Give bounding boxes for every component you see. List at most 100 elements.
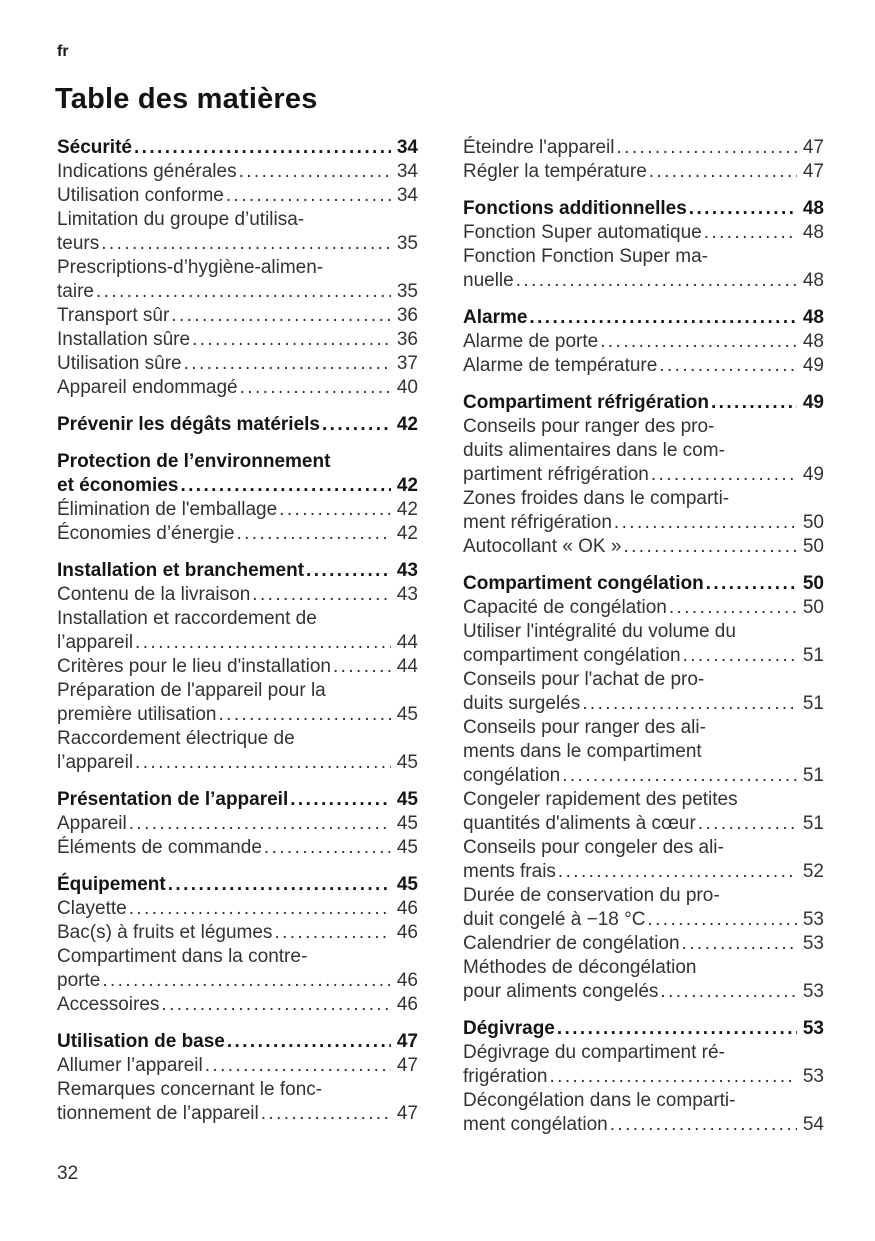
toc-entry-line: congélation.............................… bbox=[463, 764, 824, 788]
toc-entry-line: taire...................................… bbox=[57, 280, 418, 304]
toc-entry: Présentation de l’appareil..............… bbox=[57, 788, 418, 812]
toc-entry: Contenu de la livraison.................… bbox=[57, 583, 418, 607]
toc-entry-line: Autocollant « OK »......................… bbox=[463, 535, 824, 559]
toc-leader-dots: ........................................… bbox=[263, 837, 391, 858]
toc-entry-line: Dégivrage du compartiment ré- bbox=[463, 1042, 725, 1063]
toc-entry-label: Équipement bbox=[57, 874, 166, 895]
toc-leader-dots: ........................................… bbox=[183, 353, 391, 374]
toc-leader-dots: ........................................… bbox=[650, 464, 797, 485]
toc-entry-line: ment congélation........................… bbox=[463, 1113, 824, 1137]
toc-entry-line: Équipement..............................… bbox=[57, 873, 418, 897]
toc-entry-label: l’appareil bbox=[57, 752, 134, 773]
toc-leader-dots: ........................................… bbox=[682, 645, 797, 666]
toc-entry: Équipement..............................… bbox=[57, 873, 418, 897]
toc-page-ref: 43 bbox=[396, 560, 418, 581]
toc-entry-label: Allumer l’appareil bbox=[57, 1055, 203, 1076]
toc-page-ref: 40 bbox=[396, 377, 418, 398]
toc-leader-dots: ........................................… bbox=[192, 329, 391, 350]
toc-entry-line: Capacité de congélation.................… bbox=[463, 596, 824, 620]
toc-entry: Éteindre l'appareil.....................… bbox=[463, 136, 824, 160]
toc-leader-dots: ........................................… bbox=[238, 161, 391, 182]
toc-leader-dots: ........................................… bbox=[697, 813, 797, 834]
toc-entry: Dégivrage...............................… bbox=[463, 1017, 824, 1041]
toc-entry-label: Autocollant « OK » bbox=[463, 536, 622, 557]
toc-page-ref: 47 bbox=[802, 137, 824, 158]
toc-entry-label: ments frais bbox=[463, 861, 556, 882]
toc-entry-line: Alarme de porte.........................… bbox=[463, 330, 824, 354]
toc-page-ref: 47 bbox=[396, 1103, 418, 1124]
toc-entry-line: Dégivrage...............................… bbox=[463, 1017, 824, 1041]
toc-page-ref: 42 bbox=[396, 475, 418, 496]
toc-entry-label: Capacité de congélation bbox=[463, 597, 667, 618]
toc-page-ref: 35 bbox=[396, 281, 418, 302]
toc-entry: Capacité de congélation.................… bbox=[463, 596, 824, 620]
toc-entry-line: ments dans le compartiment bbox=[463, 741, 702, 762]
toc-page-ref: 47 bbox=[396, 1055, 418, 1076]
toc-leader-dots: ........................................… bbox=[705, 573, 797, 594]
language-code-label: fr bbox=[57, 43, 69, 60]
toc-entry-label: Alarme de température bbox=[463, 355, 658, 376]
toc-entry-line: Alarme de température...................… bbox=[463, 354, 824, 378]
toc-entry: Conseils pour ranger des pro-duits alime… bbox=[463, 415, 824, 487]
toc-entry: Fonction Fonction Super ma-nuelle.......… bbox=[463, 245, 824, 293]
toc-page-ref: 53 bbox=[802, 981, 824, 1002]
toc-group: Utilisation de base.....................… bbox=[57, 1030, 418, 1126]
toc-entry-line: Protection de l’environnement bbox=[57, 451, 331, 472]
toc-entry-label: Fonction Super automatique bbox=[463, 222, 702, 243]
toc-entry-label: première utilisation bbox=[57, 704, 217, 725]
toc-page-ref: 47 bbox=[396, 1031, 418, 1052]
toc-entry-line: Utilisation sûre........................… bbox=[57, 352, 418, 376]
toc-entry-line: duits alimentaires dans le com- bbox=[463, 440, 725, 461]
toc-entry-label: Utilisation conforme bbox=[57, 185, 224, 206]
toc-entry: Clayette................................… bbox=[57, 897, 418, 921]
toc-entry: Régler la température...................… bbox=[463, 160, 824, 184]
toc-entry-line: Prescriptions-d’hygiène-alimen- bbox=[57, 257, 324, 278]
toc-entry: Appareil................................… bbox=[57, 812, 418, 836]
toc-entry: Raccordement électrique de l’appareil....… bbox=[57, 727, 418, 775]
toc-entry: Conseils pour l'achat de pro-duits surge… bbox=[463, 668, 824, 716]
toc-entry-line: Installation sûre.......................… bbox=[57, 328, 418, 352]
toc-leader-dots: ........................................… bbox=[529, 307, 796, 328]
toc-entry: Prévenir les dégâts matériels...........… bbox=[57, 413, 418, 437]
toc-column: Éteindre l'appareil.....................… bbox=[463, 136, 824, 1137]
toc-entry: Congeler rapidement des petites quantités… bbox=[463, 788, 824, 836]
toc-entry: Indications générales...................… bbox=[57, 160, 418, 184]
toc-entry-line: Prévenir les dégâts matériels...........… bbox=[57, 413, 418, 437]
toc-entry: Bac(s) à fruits et légumes..............… bbox=[57, 921, 418, 945]
toc-group: Alarme..................................… bbox=[463, 306, 824, 378]
toc-leader-dots: ........................................… bbox=[710, 392, 797, 413]
toc-entry-line: compartiment congélation................… bbox=[463, 644, 824, 668]
toc-page-ref: 51 bbox=[802, 645, 824, 666]
toc-entry-label: Utilisation de base bbox=[57, 1031, 225, 1052]
toc-entry-line: Alarme..................................… bbox=[463, 306, 824, 330]
toc-entry-label: Dégivrage bbox=[463, 1018, 555, 1039]
toc-leader-dots: ........................................… bbox=[582, 693, 797, 714]
toc-page-ref: 34 bbox=[396, 185, 418, 206]
toc-entry-line: Fonction Super automatique..............… bbox=[463, 221, 824, 245]
toc-leader-dots: ........................................… bbox=[252, 584, 391, 605]
toc-entry-label: l’appareil bbox=[57, 632, 134, 653]
toc-group: Protection de l’environnement et économie… bbox=[57, 450, 418, 546]
toc-leader-dots: ........................................… bbox=[556, 1018, 797, 1039]
toc-leader-dots: ........................................… bbox=[171, 305, 391, 326]
toc-entry-label: Présentation de l’appareil bbox=[57, 789, 289, 810]
toc-entry-line: Compartiment congélation................… bbox=[463, 572, 824, 596]
toc-leader-dots: ........................................… bbox=[703, 222, 797, 243]
toc-entry: Éléments de commande....................… bbox=[57, 836, 418, 860]
toc-entry: Compartiment dans la contre-porte.......… bbox=[57, 945, 418, 993]
toc-entry: Fonctions additionnelles................… bbox=[463, 197, 824, 221]
toc-group: Sécurité................................… bbox=[57, 136, 418, 400]
toc-entry-line: Installation et raccordement de bbox=[57, 608, 317, 629]
toc-entry-line: Méthodes de décongélation bbox=[463, 957, 697, 978]
toc-leader-dots: ........................................… bbox=[226, 1031, 391, 1052]
toc-entry: Transport sûr...........................… bbox=[57, 304, 418, 328]
toc-leader-dots: ........................................… bbox=[218, 704, 390, 725]
toc-entry-label: nuelle bbox=[463, 270, 514, 291]
toc-page-ref: 45 bbox=[396, 789, 418, 810]
toc-column: Sécurité................................… bbox=[57, 136, 418, 1137]
toc-entry-line: l’appareil..............................… bbox=[57, 631, 418, 655]
toc-leader-dots: ........................................… bbox=[557, 861, 797, 882]
toc-page-ref: 53 bbox=[802, 1066, 824, 1087]
toc-page-ref: 45 bbox=[396, 813, 418, 834]
toc-entry-label: Contenu de la livraison bbox=[57, 584, 251, 605]
